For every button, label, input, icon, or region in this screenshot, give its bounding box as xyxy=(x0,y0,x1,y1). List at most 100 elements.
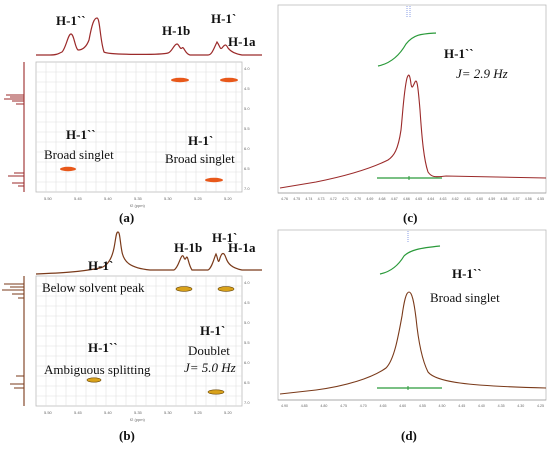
x-tick: 4.25 xyxy=(537,404,544,408)
x-tick: 5.35 xyxy=(134,196,143,201)
x-tick: 5.50 xyxy=(44,196,53,201)
panel-b-grid xyxy=(36,276,242,406)
annotation-text: Broad singlet xyxy=(430,290,500,305)
x-tick: 4.69 xyxy=(366,197,373,201)
x-tick: 4.65 xyxy=(415,197,422,201)
x-unit: f2 (ppm) xyxy=(130,203,146,208)
svg-text:6.0: 6.0 xyxy=(244,360,250,365)
peak-label: H-1b xyxy=(174,240,203,255)
peak-label: H-1a xyxy=(228,240,256,255)
cross-peak xyxy=(205,177,223,183)
peak-label: H-1b xyxy=(162,23,191,38)
panel-c-spectrum xyxy=(277,4,547,194)
panel-a-grid xyxy=(36,62,242,192)
panel-d-spectrum xyxy=(277,229,547,401)
svg-text:7.0: 7.0 xyxy=(244,400,250,405)
svg-text:6.0: 6.0 xyxy=(244,146,250,151)
annotation-title: H-1` xyxy=(188,133,214,148)
annotation-text: Ambiguous splitting xyxy=(44,362,151,377)
annotation-text: Broad singlet xyxy=(44,147,114,162)
panel-b: 4.0 4.5 5.0 5.5 6.0 6.5 7.0 5.50 5.45 5.40 5.3… xyxy=(0,228,272,428)
peak-label: H-1` xyxy=(88,258,114,273)
cross-peak xyxy=(175,286,193,292)
annotation-title: H-1`` xyxy=(88,340,118,355)
x-tick: 4.70 xyxy=(360,404,367,408)
caption-c: (c) xyxy=(403,210,418,225)
x-tick: 4.68 xyxy=(379,197,386,201)
x-tick: 4.59 xyxy=(488,197,495,201)
x-tick: 4.73 xyxy=(318,197,325,201)
panel-c-x-ticks: 4.76 4.75 4.74 4.73 4.72 4.71 4.70 4.69 4.68 4.67… xyxy=(281,197,544,201)
x-tick: 4.74 xyxy=(305,197,312,201)
svg-text:6.5: 6.5 xyxy=(244,380,250,385)
annotation-text: Broad singlet xyxy=(165,151,235,166)
panel-b-left-trace xyxy=(2,276,25,406)
panel-d-trace xyxy=(279,291,547,395)
x-tick: 4.45 xyxy=(458,404,465,408)
x-tick: 5.20 xyxy=(224,196,233,201)
cross-peak xyxy=(220,77,238,83)
x-tick: 4.67 xyxy=(391,197,398,201)
annotation-text: Doublet xyxy=(188,343,230,358)
x-tick: 5.25 xyxy=(194,196,203,201)
x-tick: 5.30 xyxy=(164,410,173,415)
peak-label: H-1`` xyxy=(444,46,474,61)
caption-d: (d) xyxy=(401,428,417,443)
peak-label: H-1a xyxy=(228,34,256,49)
caption-a: (a) xyxy=(119,210,135,225)
panel-a: 4.0 4.5 5.0 5.5 6.0 6.5 7.0 5.50 5.45 5.40 5.3… xyxy=(0,0,272,225)
cross-peak xyxy=(171,77,189,83)
svg-text:7.0: 7.0 xyxy=(244,186,250,191)
peak-label: H-1` xyxy=(212,230,238,245)
x-tick: 5.45 xyxy=(74,196,83,201)
x-tick: 5.20 xyxy=(224,410,233,415)
panel-c-frame xyxy=(277,4,547,194)
x-unit: f2 (ppm) xyxy=(130,417,146,422)
panel-a-x-ticks: 5.50 5.45 5.40 5.35 5.30 5.25 5.20 f2 (p… xyxy=(44,196,233,208)
x-tick: 4.65 xyxy=(379,404,386,408)
panel-a-top-trace xyxy=(36,17,262,56)
x-tick: 5.25 xyxy=(194,410,203,415)
x-tick: 4.85 xyxy=(301,404,308,408)
svg-text:4.5: 4.5 xyxy=(244,300,250,305)
x-tick: 5.40 xyxy=(104,196,113,201)
coupling-constant: J= 5.0 Hz xyxy=(184,360,236,375)
x-tick: 4.30 xyxy=(517,404,524,408)
x-tick: 5.40 xyxy=(104,410,113,415)
x-tick: 4.64 xyxy=(427,197,434,201)
x-tick: 4.71 xyxy=(342,197,349,201)
x-tick: 4.72 xyxy=(330,197,337,201)
svg-text:5.0: 5.0 xyxy=(244,320,250,325)
cross-peak xyxy=(60,166,76,172)
x-tick: 4.80 xyxy=(320,404,327,408)
coupling-constant: J= 2.9 Hz xyxy=(456,66,508,81)
peak-label: H-1`` xyxy=(56,13,86,28)
x-tick: 4.35 xyxy=(498,404,505,408)
x-tick: 4.55 xyxy=(537,197,544,201)
x-tick: 4.63 xyxy=(439,197,446,201)
cross-peak xyxy=(217,286,235,292)
x-tick: 4.61 xyxy=(464,197,471,201)
x-tick: 4.75 xyxy=(340,404,347,408)
cross-peak xyxy=(207,389,225,395)
svg-text:6.5: 6.5 xyxy=(244,166,250,171)
caption-b: (b) xyxy=(119,428,135,443)
svg-text:4.0: 4.0 xyxy=(244,66,250,71)
x-tick: 4.40 xyxy=(478,404,485,408)
x-tick: 5.50 xyxy=(44,410,53,415)
peak-label: H-1` xyxy=(211,11,237,26)
svg-text:4.0: 4.0 xyxy=(244,280,250,285)
panel-c: 4.76 4.75 4.74 4.73 4.72 4.71 4.70 4.69 4.68 4.67… xyxy=(276,0,550,225)
panel-d-x-ticks: 4.90 4.85 4.80 4.75 4.70 4.65 4.60 4.55 4.50 4.45… xyxy=(281,404,544,408)
panel-d-frame xyxy=(277,229,547,401)
x-tick: 4.62 xyxy=(452,197,459,201)
x-tick: 4.60 xyxy=(476,197,483,201)
panel-a-spectrum: 4.0 4.5 5.0 5.5 6.0 6.5 7.0 5.50 5.45 5.40 5.3… xyxy=(4,17,262,208)
panel-a-left-trace xyxy=(4,62,25,192)
x-tick: 4.75 xyxy=(293,197,300,201)
panel-c-trace xyxy=(279,74,547,189)
x-tick: 4.90 xyxy=(281,404,288,408)
x-tick: 4.58 xyxy=(500,197,507,201)
panel-b-x-ticks: 5.50 5.45 5.40 5.35 5.30 5.25 5.20 f2 (p… xyxy=(44,410,233,422)
panel-b-top-trace xyxy=(35,231,262,275)
